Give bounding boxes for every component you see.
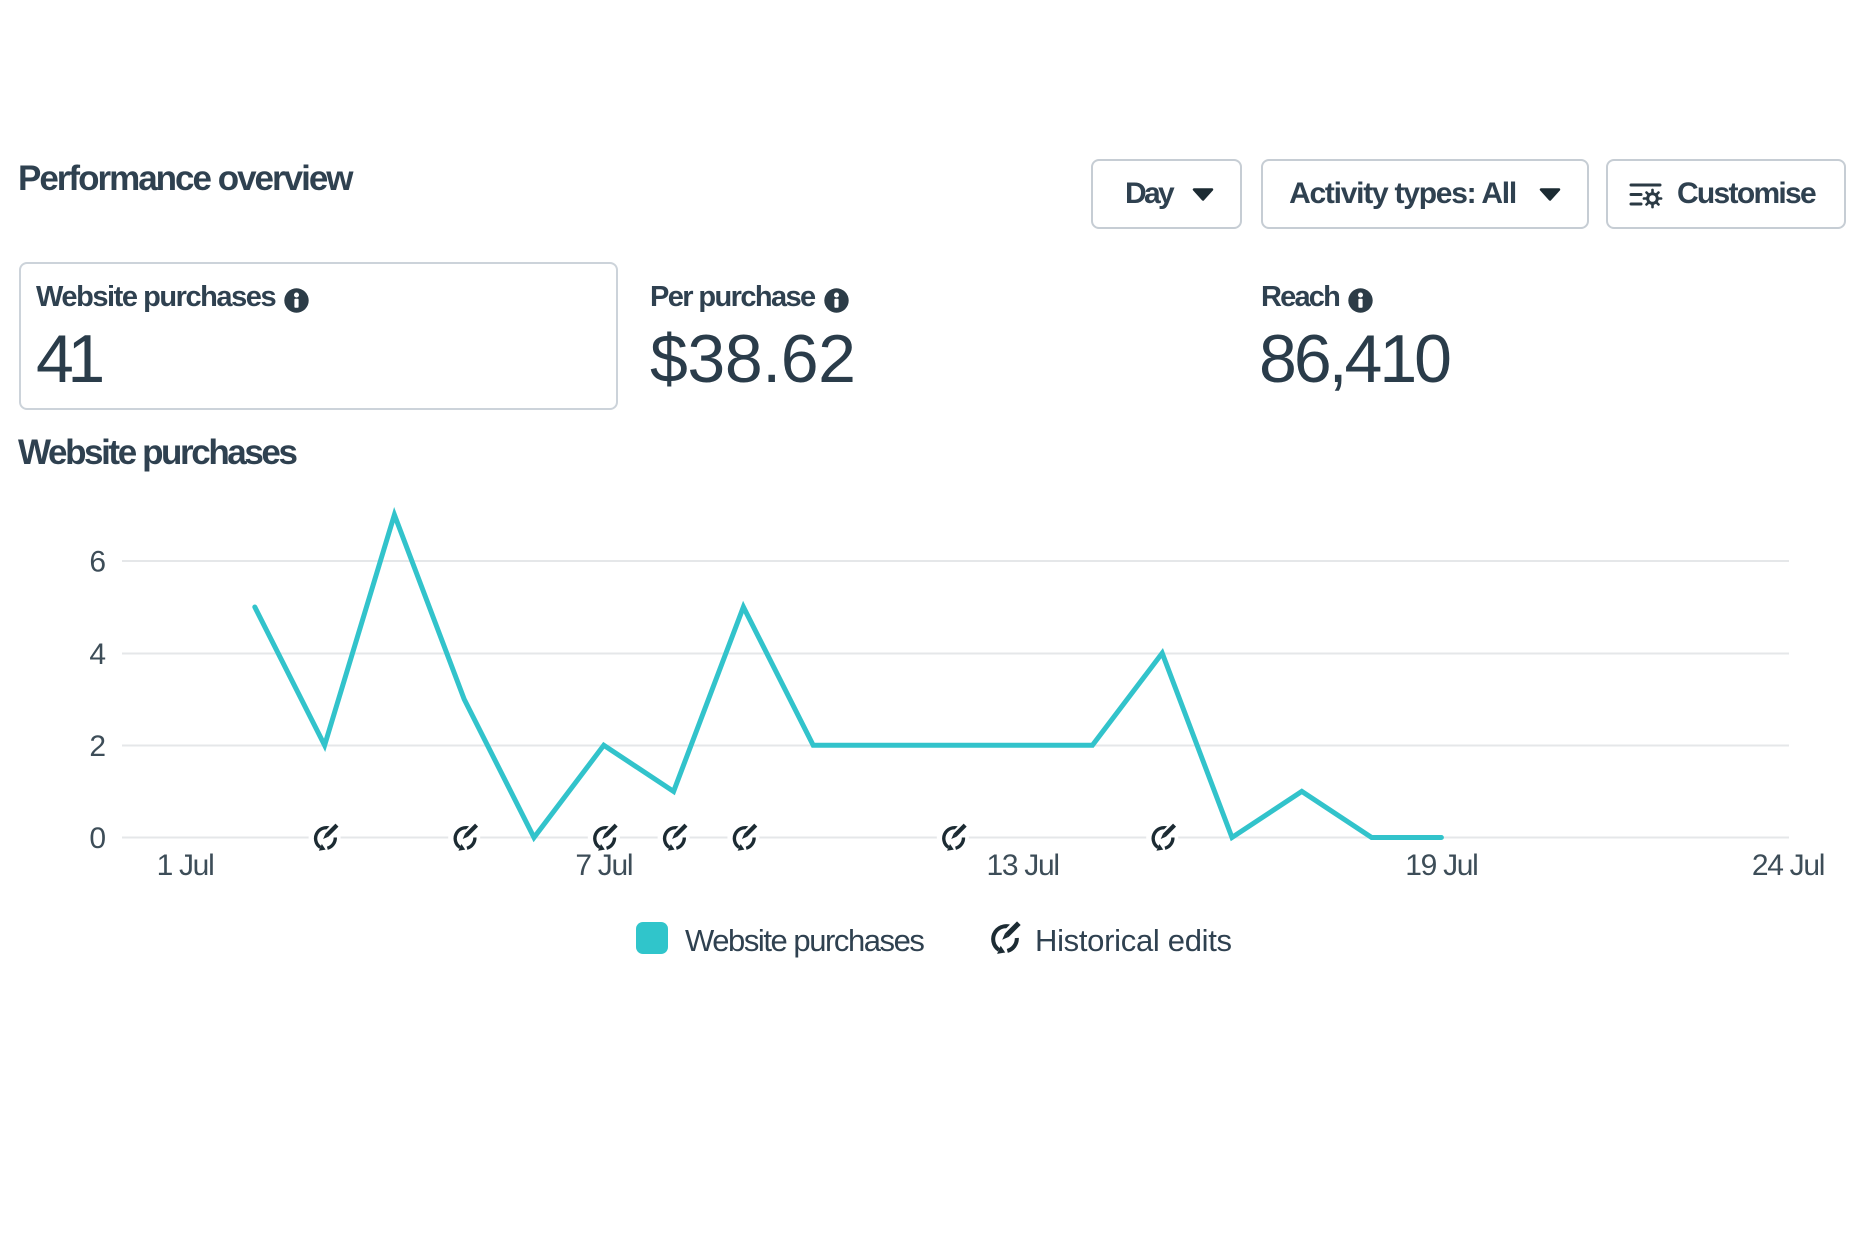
svg-text:2: 2: [89, 730, 106, 763]
svg-text:24 Jul: 24 Jul: [1752, 849, 1824, 882]
svg-text:19 Jul: 19 Jul: [1405, 849, 1477, 882]
svg-text:13 Jul: 13 Jul: [986, 849, 1058, 882]
svg-text:1 Jul: 1 Jul: [157, 849, 214, 882]
svg-text:4: 4: [89, 638, 106, 671]
svg-text:0: 0: [89, 822, 106, 855]
svg-text:6: 6: [89, 545, 106, 578]
svg-text:7 Jul: 7 Jul: [575, 849, 632, 882]
